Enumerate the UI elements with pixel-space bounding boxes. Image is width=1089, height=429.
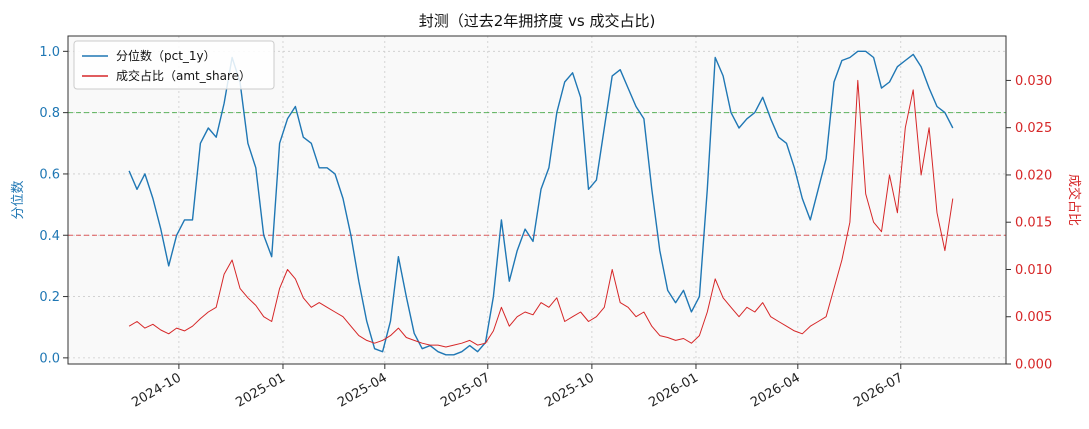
left-tick-label: 0.0 [39, 351, 60, 366]
legend-label: 成交占比（amt_share） [116, 68, 251, 83]
legend: 分位数（pct_1y） 成交占比（amt_share） [73, 40, 275, 90]
right-tick-label: 0.015 [1015, 216, 1052, 231]
series-lines [128, 50, 954, 356]
plot-frame [67, 35, 1007, 365]
reference-lines [68, 112, 1006, 236]
right-tick-label: 0.025 [1015, 121, 1052, 136]
left-axis: 0.0 0.2 0.4 0.6 0.8 1.0 [39, 45, 68, 366]
left-tick-label: 0.4 [39, 229, 60, 244]
right-tick-label: 0.010 [1015, 263, 1052, 278]
chart-title: 封测（过去2年拥挤度 vs 成交占比) [419, 12, 656, 30]
right-axis-label: 成交占比 [1066, 174, 1082, 226]
right-axis: 0.000 0.005 0.010 0.015 0.020 0.025 0.030 [1006, 74, 1052, 373]
left-axis-label: 分位数 [11, 180, 26, 219]
right-tick-label: 0.020 [1015, 168, 1052, 183]
right-tick-label: 0.000 [1015, 358, 1052, 373]
percentile-line [128, 50, 954, 356]
left-tick-label: 0.2 [39, 290, 60, 305]
legend-box [73, 40, 275, 90]
legend-label: 分位数（pct_1y） [116, 48, 216, 63]
amt-share-line [128, 79, 954, 348]
left-tick-label: 0.6 [39, 167, 60, 182]
left-tick-label: 0.8 [39, 106, 60, 121]
left-tick-label: 1.0 [39, 45, 60, 60]
right-tick-label: 0.005 [1015, 310, 1052, 325]
right-tick-label: 0.030 [1015, 74, 1052, 89]
